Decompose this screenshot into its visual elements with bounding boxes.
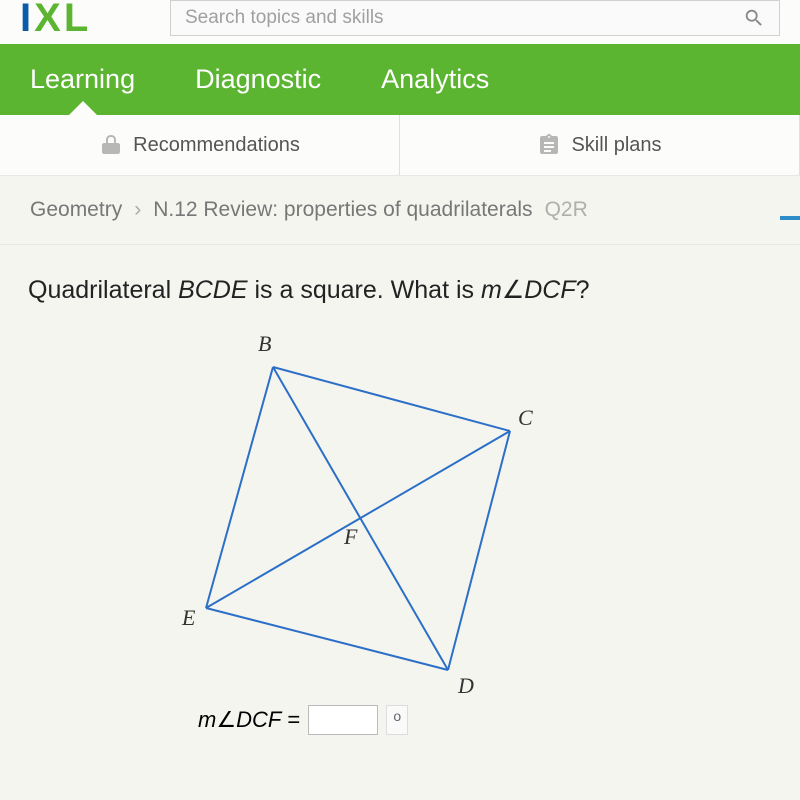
degree-symbol: o: [386, 705, 408, 735]
breadcrumb-subject[interactable]: Geometry: [30, 198, 122, 222]
square-diagram: B C D E F: [158, 325, 548, 700]
angle-input[interactable]: [308, 705, 378, 735]
subnav-recommendations[interactable]: Recommendations: [0, 115, 400, 175]
question-area: Quadrilateral BCDE is a square. What is …: [0, 245, 800, 735]
search-input[interactable]: Search topics and skills: [170, 0, 780, 36]
nav-learning[interactable]: Learning: [30, 64, 135, 95]
svg-text:B: B: [258, 331, 271, 356]
search-icon: [743, 7, 765, 29]
svg-text:D: D: [457, 673, 474, 698]
answer-label: m∠DCF =: [198, 707, 300, 733]
svg-text:E: E: [181, 605, 196, 630]
ixl-logo: IXL: [20, 8, 140, 28]
breadcrumb-lesson: N.12 Review: properties of quadrilateral…: [153, 198, 532, 222]
breadcrumb-code: Q2R: [545, 198, 588, 222]
question-text: Quadrilateral BCDE is a square. What is …: [28, 275, 772, 305]
main-nav: Learning Diagnostic Analytics: [0, 44, 800, 115]
clipboard-icon: [537, 133, 561, 157]
answer-row: m∠DCF = o: [198, 705, 772, 735]
svg-text:C: C: [518, 405, 533, 430]
subnav-skill-plans[interactable]: Skill plans: [400, 115, 800, 175]
search-placeholder: Search topics and skills: [185, 7, 384, 29]
sub-nav: Recommendations Skill plans: [0, 115, 800, 176]
breadcrumb: Geometry › N.12 Review: properties of qu…: [0, 176, 800, 244]
svg-text:F: F: [343, 524, 358, 549]
nav-diagnostic[interactable]: Diagnostic: [195, 64, 321, 95]
top-bar: IXL Search topics and skills: [0, 0, 800, 44]
hand-icon: [99, 133, 123, 157]
nav-analytics[interactable]: Analytics: [381, 64, 489, 95]
chevron-right-icon: ›: [134, 198, 141, 222]
diagram: B C D E F: [158, 325, 772, 705]
accent-indicator: [780, 216, 800, 220]
